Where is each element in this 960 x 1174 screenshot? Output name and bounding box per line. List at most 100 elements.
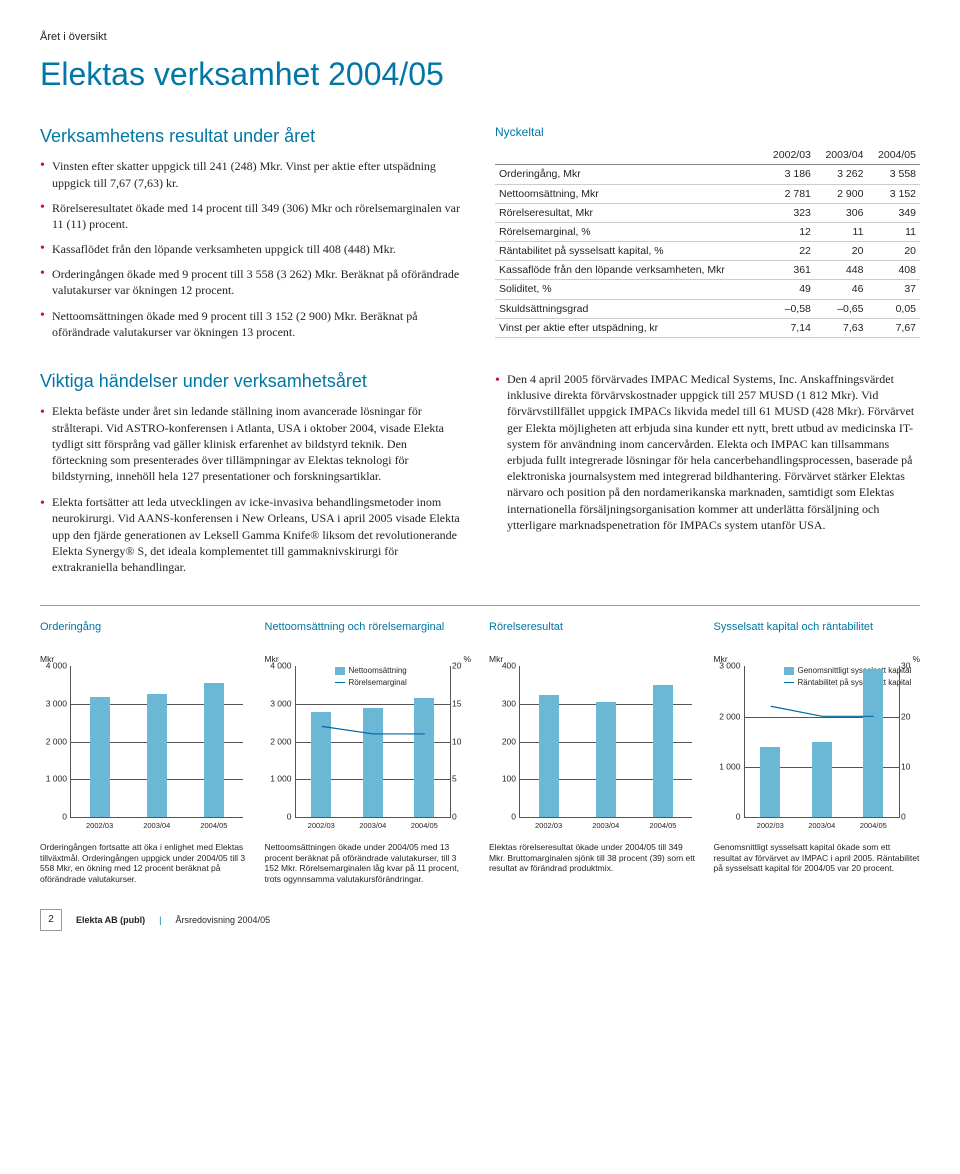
- ytick-left: 300: [490, 698, 516, 709]
- xtick: 2002/03: [532, 821, 566, 831]
- event-para: Elekta fortsätter att leda utvecklingen …: [40, 494, 465, 575]
- chart3-caption: Elektas rörelseresultat ökade under 2004…: [489, 842, 696, 874]
- chart-orderingang: Orderingång Mkr4 0003 0002 0001 00002002…: [40, 620, 247, 885]
- chart4-title: Sysselsatt kapital och räntabilitet: [714, 620, 921, 646]
- ytick-left: 4 000: [41, 660, 67, 671]
- ytick-left: 2 000: [266, 736, 292, 747]
- events-right-paras: Den 4 april 2005 förvärvades IMPAC Medic…: [495, 369, 920, 533]
- event-para: Den 4 april 2005 förvärvades IMPAC Medic…: [495, 371, 920, 533]
- results-bullet: Rörelseresultatet ökade med 14 procent t…: [40, 200, 465, 232]
- table-row: Räntabilitet på sysselsatt kapital, %222…: [495, 242, 920, 261]
- xtick: 2003/04: [356, 821, 390, 831]
- table-header: [495, 146, 762, 165]
- table-row: Rörelsemarginal, %121111: [495, 222, 920, 241]
- chart-plot: 4 0003 0002 0001 0000201510502002/032003…: [295, 666, 452, 818]
- table-row: Orderingång, Mkr3 1863 2623 558: [495, 165, 920, 184]
- ytick-right: 20: [452, 660, 468, 671]
- events-left-paras: Elekta befäste under året sin ledande st…: [40, 403, 465, 575]
- chart-plot: 3 0002 0001 000030201002002/032003/04200…: [744, 666, 901, 818]
- chart-line: [745, 666, 900, 817]
- ytick-left: 1 000: [41, 774, 67, 785]
- ytick-left: 0: [266, 811, 292, 822]
- chart4-caption: Genomsnittligt sysselsatt kapital ökade …: [714, 842, 921, 874]
- xtick: 2003/04: [140, 821, 174, 831]
- chart-bar: [204, 683, 224, 817]
- ytick-right: 15: [452, 698, 468, 709]
- charts-row: Orderingång Mkr4 0003 0002 0001 00002002…: [40, 605, 920, 885]
- upper-columns: Verksamhetens resultat under året Vinste…: [40, 124, 920, 349]
- nyckeltal-table: 2002/032003/042004/05Orderingång, Mkr3 1…: [495, 146, 920, 338]
- footer-company: Elekta AB (publ): [76, 914, 145, 926]
- events-heading: Viktiga händelser under verksamhetsåret: [40, 369, 465, 393]
- footer-doc: Årsredovisning 2004/05: [176, 914, 271, 926]
- chart2-title: Nettoomsättning och rörelsemarginal: [265, 620, 472, 646]
- table-row: Soliditet, %494637: [495, 280, 920, 299]
- xtick: 2002/03: [753, 821, 787, 831]
- ytick-left: 0: [715, 811, 741, 822]
- chart1-caption: Orderingången fortsatte att öka i enligh…: [40, 842, 247, 885]
- ytick-left: 4 000: [266, 660, 292, 671]
- ytick-left: 3 000: [266, 698, 292, 709]
- footer-sep: |: [159, 914, 161, 926]
- chart-bar: [90, 697, 110, 817]
- xtick: 2002/03: [83, 821, 117, 831]
- ytick-left: 100: [490, 774, 516, 785]
- chart1-title: Orderingång: [40, 620, 247, 646]
- chart2-caption: Nettoomsättningen ökade under 2004/05 me…: [265, 842, 472, 885]
- xtick: 2004/05: [646, 821, 680, 831]
- xtick: 2003/04: [589, 821, 623, 831]
- results-bullet: Nettoomsättningen ökade med 9 procent ti…: [40, 308, 465, 340]
- table-header: 2003/04: [815, 146, 868, 165]
- chart-rorelseresultat: Rörelseresultat Mkr40030020010002002/032…: [489, 620, 696, 885]
- ytick-left: 1 000: [715, 761, 741, 772]
- ytick-left: 2 000: [715, 711, 741, 722]
- chart-bar: [147, 694, 167, 817]
- ytick-right: 0: [901, 811, 917, 822]
- page-number: 2: [40, 909, 62, 931]
- ytick-left: 2 000: [41, 736, 67, 747]
- ytick-right: 10: [452, 736, 468, 747]
- ytick-right: 5: [452, 774, 468, 785]
- ytick-left: 3 000: [41, 698, 67, 709]
- table-row: Vinst per aktie efter utspädning, kr7,14…: [495, 318, 920, 337]
- ytick-left: 400: [490, 660, 516, 671]
- page-footer: 2 Elekta AB (publ) | Årsredovisning 2004…: [40, 909, 920, 931]
- xtick: 2002/03: [304, 821, 338, 831]
- chart-line: [296, 666, 451, 817]
- ytick-left: 200: [490, 736, 516, 747]
- results-heading: Verksamhetens resultat under året: [40, 124, 465, 148]
- chart-bar: [539, 695, 559, 817]
- table-row: Rörelseresultat, Mkr323306349: [495, 203, 920, 222]
- xtick: 2004/05: [197, 821, 231, 831]
- table-header: 2002/03: [762, 146, 815, 165]
- ytick-left: 3 000: [715, 660, 741, 671]
- results-bullets: Vinsten efter skatter uppgick till 241 (…: [40, 158, 465, 340]
- chart3-title: Rörelseresultat: [489, 620, 696, 646]
- chart-plot: 40030020010002002/032003/042004/05: [519, 666, 692, 818]
- chart-nettoomsattning: Nettoomsättning och rörelsemarginal Mkr%…: [265, 620, 472, 885]
- ytick-right: 0: [452, 811, 468, 822]
- ytick-left: 0: [490, 811, 516, 822]
- ytick-left: 1 000: [266, 774, 292, 785]
- results-bullet: Orderingången ökade med 9 procent till 3…: [40, 266, 465, 298]
- results-bullet: Vinsten efter skatter uppgick till 241 (…: [40, 158, 465, 190]
- table-row: Skuldsättningsgrad–0,58–0,650,05: [495, 299, 920, 318]
- ytick-right: 10: [901, 761, 917, 772]
- ytick-right: 30: [901, 660, 917, 671]
- events-columns: Viktiga händelser under verksamhetsåret …: [40, 369, 920, 585]
- table-header: 2004/05: [867, 146, 920, 165]
- xtick: 2003/04: [805, 821, 839, 831]
- chart-sysselsatt: Sysselsatt kapital och räntabilitet Mkr%…: [714, 620, 921, 885]
- table-row: Nettoomsättning, Mkr2 7812 9003 152: [495, 184, 920, 203]
- xtick: 2004/05: [407, 821, 441, 831]
- table-row: Kassaflöde från den löpande verksamheten…: [495, 261, 920, 280]
- chart-plot: 4 0003 0002 0001 00002002/032003/042004/…: [70, 666, 243, 818]
- ytick-left: 0: [41, 811, 67, 822]
- page-title: Elektas verksamhet 2004/05: [40, 53, 920, 96]
- chart-bar: [653, 685, 673, 817]
- xtick: 2004/05: [856, 821, 890, 831]
- nyckeltal-heading: Nyckeltal: [495, 124, 920, 140]
- ytick-right: 20: [901, 711, 917, 722]
- event-para: Elekta befäste under året sin ledande st…: [40, 403, 465, 484]
- kicker: Året i översikt: [40, 30, 920, 45]
